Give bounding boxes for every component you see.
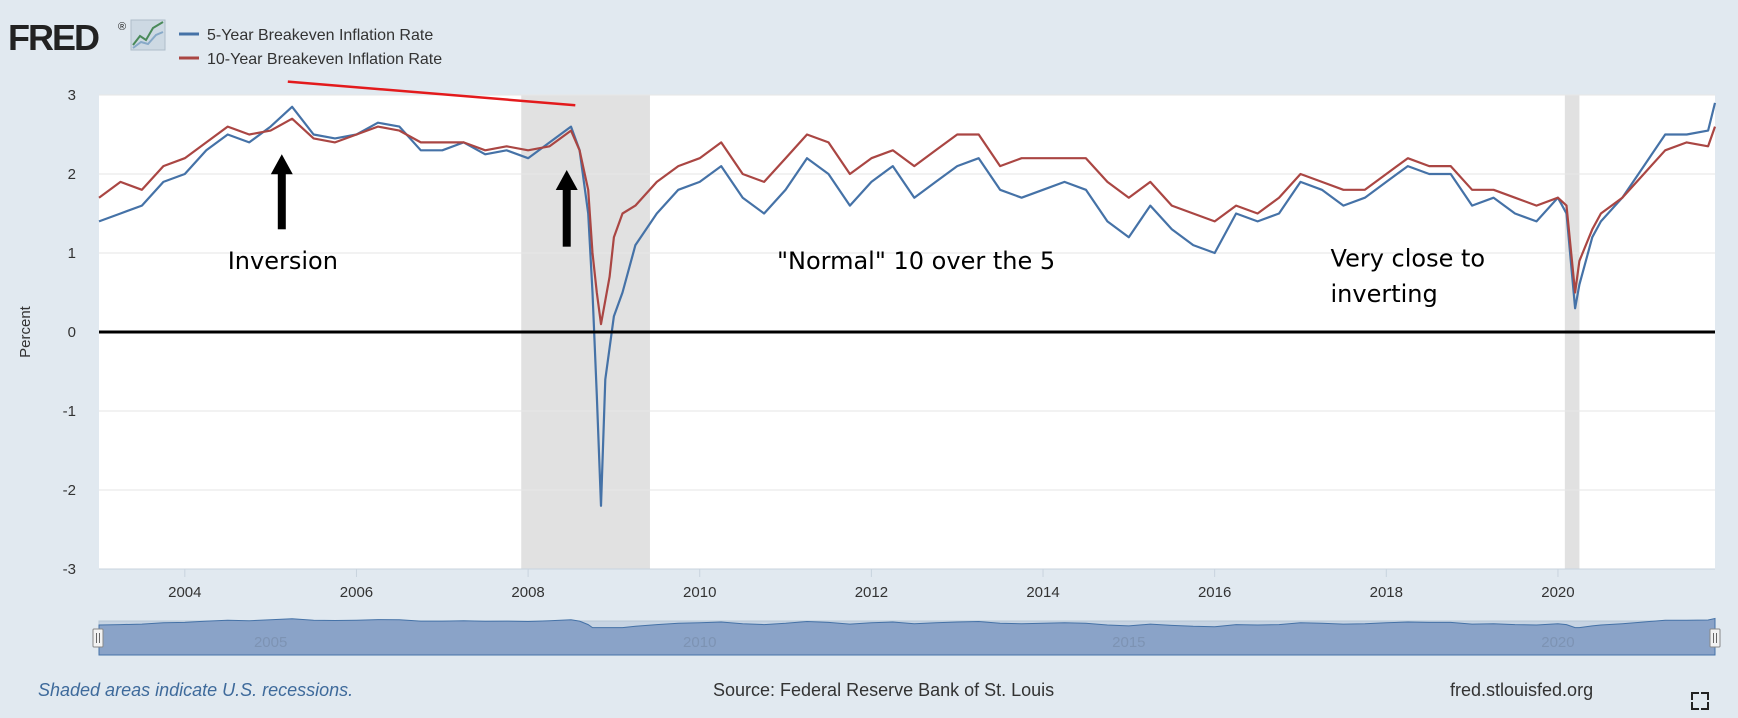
x-tick-label: 2006 xyxy=(340,584,373,601)
annotation-label: Very close to xyxy=(1331,244,1486,272)
navigator[interactable]: 2005 2010 2015 2020 xyxy=(92,617,1721,656)
series-layer xyxy=(98,102,1717,507)
fred-logo[interactable]: FRED ® xyxy=(8,17,166,58)
x-tick-label: 2008 xyxy=(511,584,544,601)
navigator-label: 2005 xyxy=(254,634,287,651)
x-tick-label: 2020 xyxy=(1541,584,1574,601)
legend-label-5y: 5-Year Breakeven Inflation Rate xyxy=(207,27,433,44)
y-tick-label: 0 xyxy=(68,324,76,341)
legend-label-10y: 10-Year Breakeven Inflation Rate xyxy=(207,51,442,68)
source-text: Source: Federal Reserve Bank of St. Loui… xyxy=(713,680,1055,700)
y-tick-label: -1 xyxy=(63,403,76,420)
navigator-area xyxy=(98,617,1716,656)
y-tick-label: 1 xyxy=(68,245,76,262)
x-tick-label: 2016 xyxy=(1198,584,1231,601)
arrow-1 xyxy=(555,170,578,247)
navigator-labels: 2005 2010 2015 2020 xyxy=(254,634,1575,651)
fred-logo-text: FRED xyxy=(8,17,99,58)
site-link[interactable]: fred.stlouisfed.org xyxy=(1450,680,1594,700)
navigator-label: 2015 xyxy=(1112,634,1145,651)
line-graph-icon xyxy=(130,19,166,51)
y-tick-label: 2 xyxy=(68,166,76,183)
recession-note: Shaded areas indicate U.S. recessions. xyxy=(38,680,354,700)
x-tick-label: 2014 xyxy=(1026,584,1059,601)
navigator-label: 2010 xyxy=(683,634,716,651)
fullscreen-icon[interactable] xyxy=(1691,692,1709,710)
y-tick-label: -2 xyxy=(63,482,76,499)
navigator-handle-right[interactable] xyxy=(1709,628,1721,648)
navigator-handle-left[interactable] xyxy=(92,628,104,648)
arrow-0 xyxy=(270,154,293,230)
annotation-label: "Normal" 10 over the 5 xyxy=(777,247,1055,275)
axis-layer: 3 2 1 0 -1 -2 -3 2004 2006 2008 2010 2012 2014 2016 20… xyxy=(63,87,1715,601)
x-tick-label: 2018 xyxy=(1370,584,1403,601)
x-tick-label: 2004 xyxy=(168,584,201,601)
y-tick-label: 3 xyxy=(68,87,76,104)
annotation-label: Inversion xyxy=(228,247,338,275)
x-tick-label: 2012 xyxy=(855,584,888,601)
legend: 5-Year Breakeven Inflation Rate 10-Year … xyxy=(179,27,442,68)
annotation-layer: Inversion "Normal" 10 over the 5 Very clos… xyxy=(228,80,1486,308)
series-line-10y xyxy=(98,117,1717,326)
trend-line xyxy=(287,80,576,107)
y-axis-title: Percent xyxy=(17,305,34,358)
annotation-label: inverting xyxy=(1331,280,1438,308)
y-tick-label: -3 xyxy=(63,561,76,578)
fred-logo-mark: ® xyxy=(118,21,126,33)
x-tick-label: 2010 xyxy=(683,584,716,601)
navigator-label: 2020 xyxy=(1541,634,1574,651)
